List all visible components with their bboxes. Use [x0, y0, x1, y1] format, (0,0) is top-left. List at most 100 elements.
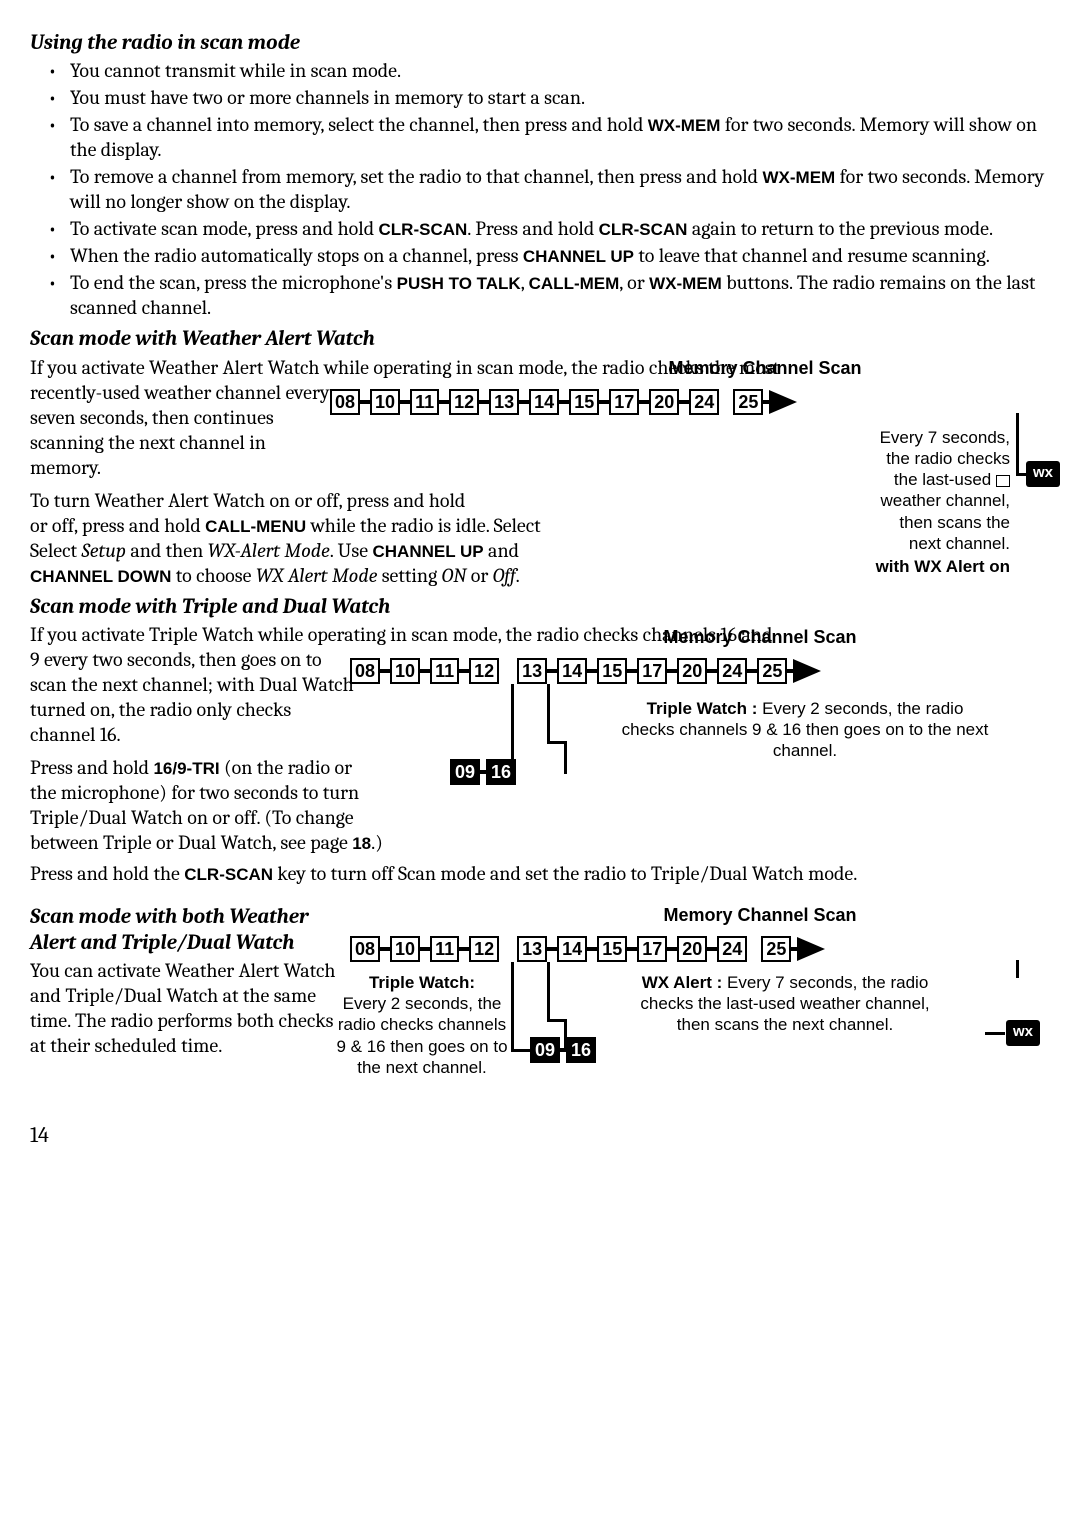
- italic-text: Setup: [81, 539, 125, 562]
- italic-text: Off: [493, 564, 516, 587]
- caption-line: weather channel,: [876, 490, 1010, 511]
- list-item: To end the scan, press the microphone's …: [48, 270, 1050, 320]
- channel-chip: 24: [717, 658, 747, 684]
- channel-chip: 11: [430, 936, 459, 962]
- connector-line: [420, 947, 430, 951]
- channel-chip: 11: [410, 389, 439, 415]
- channel-chip: 20: [677, 936, 707, 962]
- text: . Press and hold: [467, 217, 598, 240]
- connector-line: [547, 684, 550, 744]
- text: the last-used: [894, 470, 991, 489]
- list-item: To activate scan mode, press and hold CL…: [48, 216, 1050, 241]
- caption-line: the last-used: [876, 469, 1010, 490]
- paragraph: To turn Weather Alert Watch on or off, p…: [30, 488, 590, 588]
- connector-line: [439, 400, 449, 404]
- channel-chip: 15: [569, 389, 599, 415]
- section-body: Memory Channel Scan 08101112131415172024…: [30, 622, 1050, 855]
- page-ref: 18: [352, 834, 371, 853]
- channel-chip: 16: [566, 1037, 596, 1063]
- text: again to return to the previous mode.: [687, 217, 993, 240]
- italic-text: WX Alert Mode: [256, 564, 377, 587]
- connector-line: [639, 400, 649, 404]
- caption-line: the radio checks: [876, 448, 1010, 469]
- text: , or: [619, 271, 649, 294]
- connector-line: [547, 962, 550, 1022]
- connector-line: [547, 947, 557, 951]
- diagram-title: Memory Channel Scan: [470, 904, 1050, 927]
- connector-line: [564, 741, 567, 774]
- section-body: Memory Channel Scan 08101112131415172024…: [30, 355, 1050, 588]
- arrow-icon: [793, 659, 821, 683]
- channel-chip: 13: [517, 658, 547, 684]
- connector-line: [707, 947, 717, 951]
- caption-bold: Triple Watch:: [332, 972, 512, 993]
- key-label: CLR-SCAN: [599, 220, 688, 239]
- key-label: 16/9-TRI: [153, 759, 219, 778]
- key-label: WX-MEM: [649, 274, 722, 293]
- connector-line: [679, 400, 689, 404]
- section-body: Memory Channel Scan 08101112131415172024…: [30, 904, 1050, 1114]
- paragraph: You can activate Weather Alert Watch and…: [30, 958, 350, 1058]
- italic-text: WX-Alert Mode: [208, 539, 330, 562]
- text: To save a channel into memory, select th…: [70, 113, 648, 136]
- paragraph: Press and hold 16/9-TRI (on the radio or…: [30, 755, 360, 830]
- channel-chip: 09: [530, 1037, 560, 1063]
- channel-chip: 20: [677, 658, 707, 684]
- channel-chip: 25: [757, 658, 787, 684]
- channel-chip: 25: [733, 389, 763, 415]
- text: setting: [377, 564, 441, 587]
- caption-bold: Triple Watch :: [647, 699, 758, 718]
- connector-line: [400, 400, 410, 404]
- text: . Use: [330, 539, 373, 562]
- connector-line: [667, 947, 677, 951]
- key-label: CALL-MENU: [205, 517, 306, 536]
- channel-chip: 08: [330, 389, 360, 415]
- channel-chip: 20: [649, 389, 679, 415]
- channel-chip: 14: [557, 936, 587, 962]
- channel-chip: 12: [469, 936, 499, 962]
- text: When the radio automatically stops on a …: [70, 244, 523, 267]
- connector-line: [380, 947, 390, 951]
- diagram-title: Memory Channel Scan: [470, 626, 1050, 649]
- paragraph: recently-used weather channel every seve…: [30, 380, 330, 480]
- channel-chip: 09: [450, 759, 480, 785]
- caption-bold: WX Alert :: [642, 973, 723, 992]
- connector-line: [511, 1049, 531, 1052]
- connector-line: [1016, 960, 1019, 978]
- text: while the radio is idle. Select: [306, 514, 541, 537]
- key-label: WX-MEM: [648, 116, 721, 135]
- list-item: You must have two or more channels in me…: [48, 85, 1050, 110]
- connector-line: [459, 669, 469, 673]
- text: recently-used weather channel every seve…: [30, 381, 330, 479]
- connector-line: [747, 669, 757, 673]
- text: 9 every two seconds, then goes on to sca…: [30, 648, 354, 746]
- memory-scan-diagram: Memory Channel Scan 08101112131415172024…: [330, 357, 1050, 416]
- text: ,: [521, 271, 529, 294]
- connector-line: [599, 400, 609, 404]
- diagram-caption: Every 7 seconds, the radio checks the la…: [876, 427, 1010, 578]
- text: or off, press and hold CALL-MENU while t…: [30, 513, 590, 538]
- key-label: WX-MEM: [762, 168, 835, 187]
- channel-chip: 15: [597, 658, 627, 684]
- channel-chip: 08: [350, 936, 380, 962]
- wx-icon: wx: [1006, 1020, 1040, 1046]
- arrow-icon: [797, 937, 825, 961]
- connector-line: [559, 400, 569, 404]
- channel-chip: 10: [390, 936, 420, 962]
- channel-chip: 13: [489, 389, 519, 415]
- connector-line: [1016, 413, 1019, 473]
- text: to leave that channel and resume scannin…: [634, 244, 990, 267]
- bracket-icon: [996, 475, 1010, 487]
- triple-watch-diagram: Memory Channel Scan 08101112131415172024…: [350, 626, 1050, 685]
- connector-line: [627, 947, 637, 951]
- channel-chip: 13: [517, 936, 547, 962]
- chip-row: 0810111213141517202425: [350, 658, 1050, 684]
- text: to choose: [171, 564, 255, 587]
- section-heading: Scan mode with Weather Alert Watch: [30, 326, 1050, 352]
- wx-alert-caption: WX Alert : Every 7 seconds, the radio ch…: [625, 972, 945, 1036]
- connector-line: [511, 962, 514, 1052]
- text: You cannot transmit while in scan mode.: [70, 59, 401, 82]
- paragraph: 9 every two seconds, then goes on to sca…: [30, 647, 360, 747]
- wx-icon: wx: [1026, 461, 1060, 487]
- triple-watch-caption: Triple Watch: Every 2 seconds, the radio…: [332, 972, 512, 1078]
